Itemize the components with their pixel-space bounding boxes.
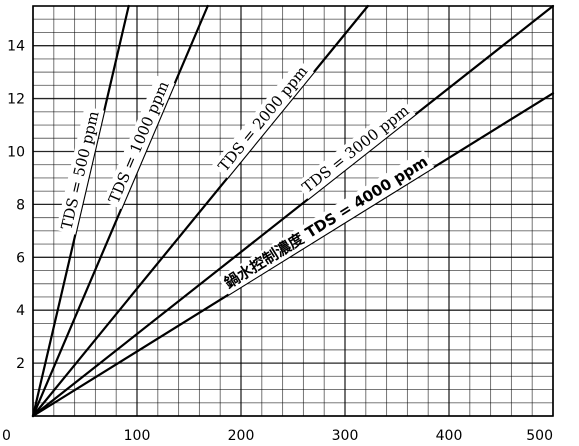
y-tick-label: 2 [16, 356, 25, 372]
x-tick-label: 300 [332, 428, 359, 444]
x-tick-label: 0 [2, 428, 11, 444]
y-tick-label: 8 [16, 197, 25, 213]
series-label-background [55, 106, 105, 235]
y-tick-label: 6 [16, 250, 25, 266]
series-label-background [102, 75, 175, 210]
series-label-2: TDS = 1000 ppm [105, 79, 173, 206]
y-tick-label: 14 [7, 39, 25, 55]
x-tick-label: 400 [436, 428, 463, 444]
x-tick-label: 200 [228, 428, 255, 444]
y-tick-label: 10 [7, 144, 25, 160]
series-labels: TDS = 500 ppm TDS = 1000 ppm TDS = 2000 pp… [55, 59, 435, 295]
series-line-2 [31, 4, 209, 418]
series-line-3 [31, 4, 369, 418]
series-label-3: TDS = 2000 ppm [215, 62, 312, 175]
y-tick-labels: 2 4 6 8 10 12 14 [7, 39, 25, 372]
series-label-background [211, 59, 314, 179]
series-line-4 [31, 4, 555, 418]
y-tick-label: 12 [7, 92, 25, 108]
x-tick-labels: 0 100 200 300 400 500 [2, 428, 553, 444]
y-tick-label: 4 [16, 303, 25, 319]
chart-frame [32, 5, 554, 417]
x-tick-label: 500 [526, 428, 553, 444]
x-tick-label: 100 [124, 428, 151, 444]
plot-frame [32, 5, 554, 417]
series-label-group: TDS = 2000 ppm [211, 59, 314, 179]
series-label-group: TDS = 1000 ppm [102, 75, 175, 210]
series-line-5 [31, 92, 555, 418]
series-label-background [295, 98, 416, 200]
series-label-background [218, 150, 435, 295]
